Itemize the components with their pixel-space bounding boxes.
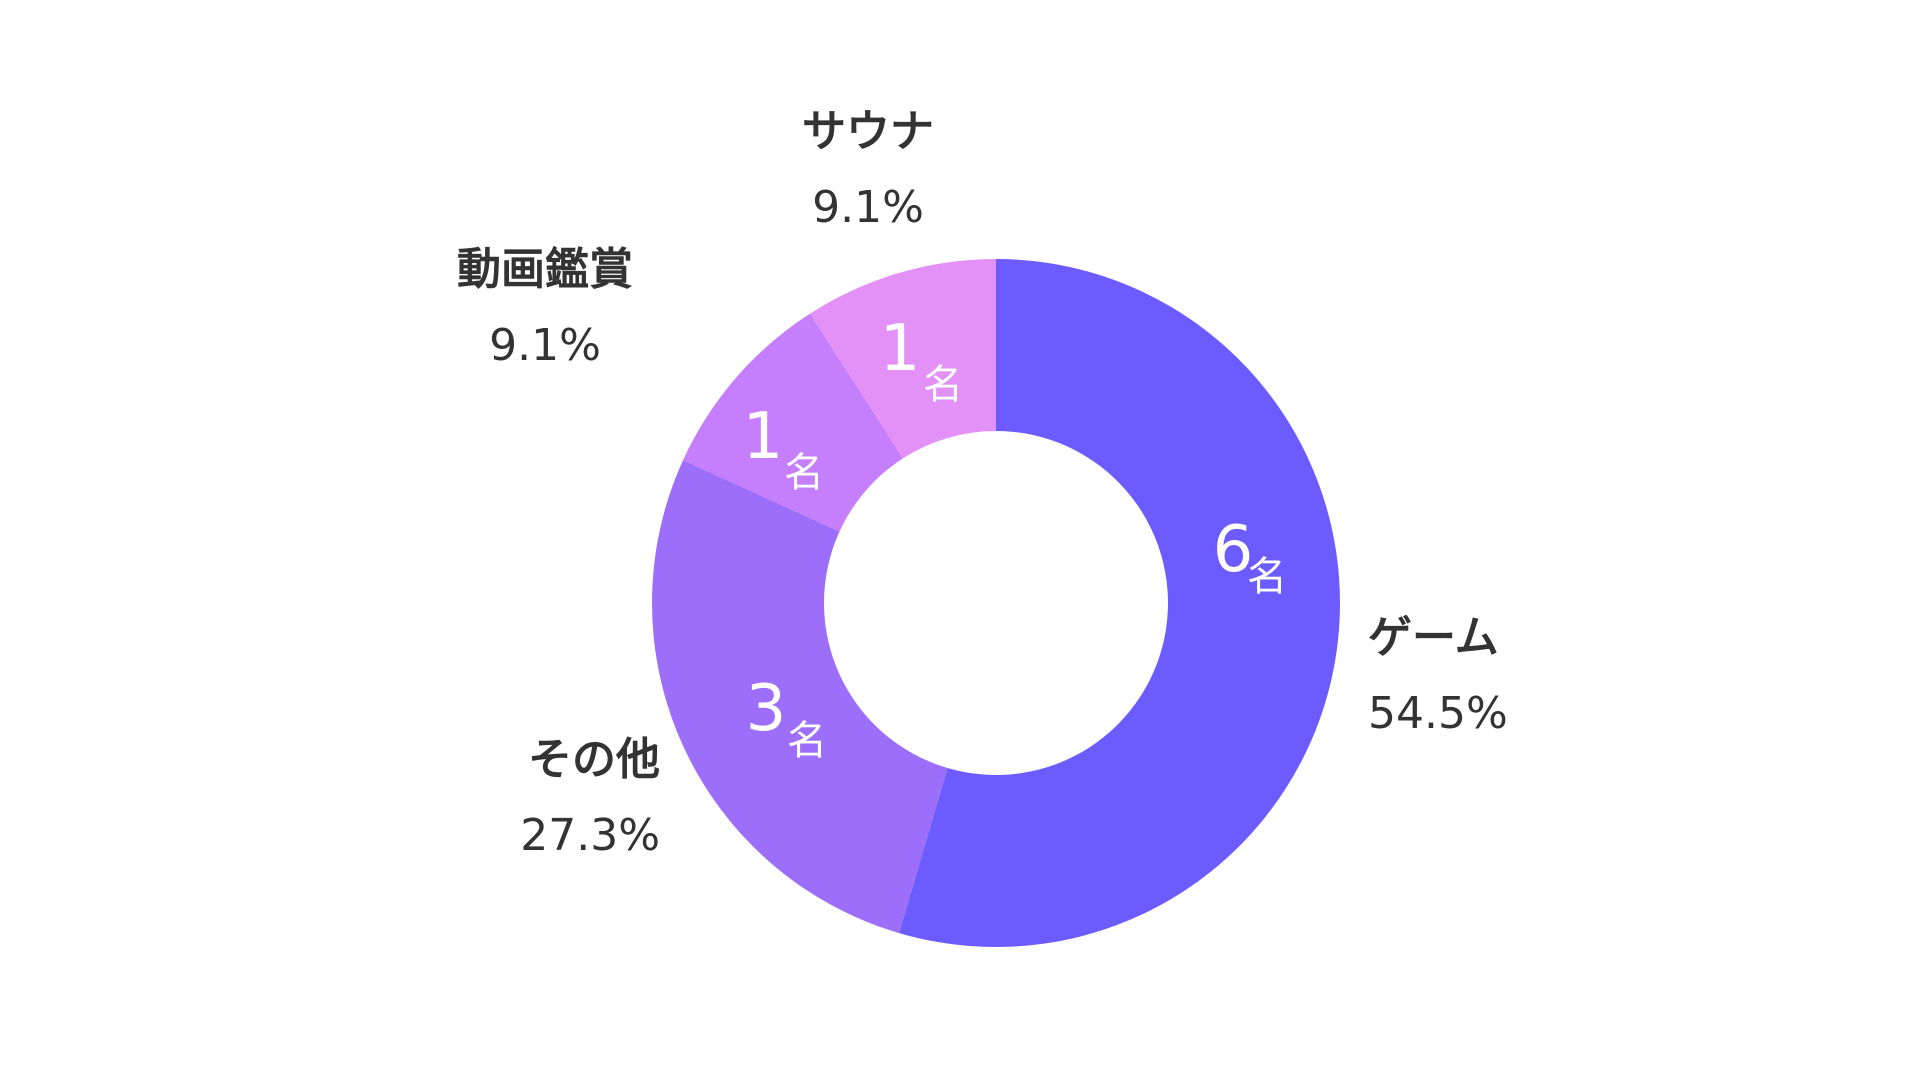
- slice-other: [652, 460, 948, 934]
- slice-video: [683, 313, 904, 532]
- category-label-sauna: サウナ 9.1%: [802, 106, 934, 233]
- slice-sauna: [810, 259, 996, 459]
- slice-value-unit-sauna: 名: [923, 362, 963, 408]
- slice-value-unit-other: 名: [787, 718, 827, 764]
- slice-value-number-game: 6: [1213, 513, 1254, 587]
- slice-value-label-game: 6 名: [1213, 513, 1287, 600]
- category-name-sauna: サウナ: [802, 106, 934, 157]
- category-name-game: ゲーム: [1368, 612, 1499, 663]
- slice-value-label-other: 3 名: [746, 672, 827, 764]
- donut-slices: [652, 259, 1341, 948]
- category-label-game: ゲーム 54.5%: [1368, 612, 1508, 739]
- category-percent-video: 9.1%: [489, 320, 601, 371]
- slice-value-unit-game: 名: [1247, 554, 1287, 600]
- category-label-other: その他 27.3%: [520, 734, 660, 861]
- slice-value-unit-video: 名: [784, 450, 824, 496]
- slice-value-label-sauna: 1 名: [880, 312, 963, 408]
- category-percent-game: 54.5%: [1368, 688, 1508, 739]
- category-name-other: その他: [528, 734, 660, 785]
- category-label-video: 動画鑑賞 9.1%: [457, 244, 633, 371]
- slice-value-number-sauna: 1: [880, 312, 921, 386]
- category-name-video: 動画鑑賞: [457, 244, 633, 295]
- slice-value-number-other: 3: [746, 672, 787, 746]
- inner-value-labels: 6 名 3 名 1 名 1 名: [743, 312, 1287, 764]
- slice-value-label-video: 1 名: [743, 400, 824, 496]
- outer-category-labels: ゲーム 54.5% その他 27.3% 動画鑑賞 9.1% サウナ 9.1%: [457, 106, 1508, 861]
- slice-value-number-video: 1: [743, 400, 784, 474]
- category-percent-other: 27.3%: [520, 810, 660, 861]
- category-percent-sauna: 9.1%: [812, 182, 924, 233]
- slice-game: [899, 259, 1341, 948]
